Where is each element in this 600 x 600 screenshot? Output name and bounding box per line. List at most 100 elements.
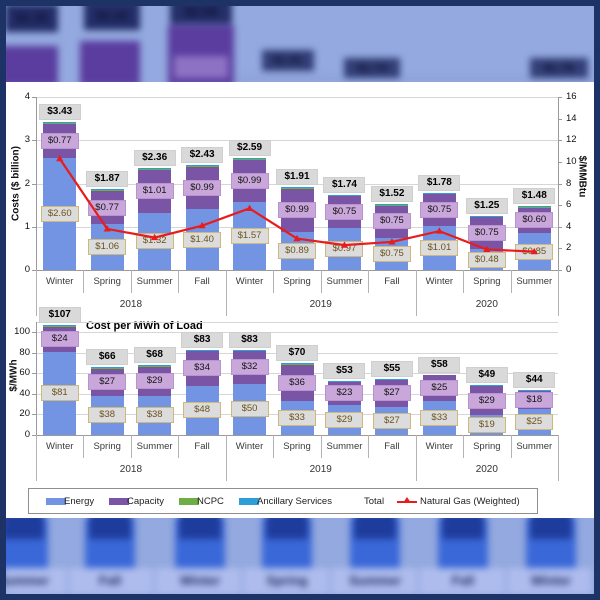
- backdrop-season-label: Winter: [179, 573, 221, 588]
- legend-label-capacity: Capacity: [127, 496, 164, 507]
- season-label: Winter: [235, 441, 264, 452]
- line-marker: [198, 221, 206, 229]
- backdrop-axis-row: [6, 568, 594, 594]
- line-marker: [340, 241, 349, 248]
- y-axis-tick: [32, 435, 36, 436]
- season-label: Summer: [326, 276, 363, 287]
- y-axis-tick: [32, 352, 36, 354]
- ncpc-bar-segment: [280, 188, 314, 189]
- year-label: 2018: [119, 299, 143, 310]
- energy-value-label: $38: [135, 407, 174, 424]
- capacity-value-label: $0.77: [88, 199, 127, 216]
- season-label: Summer: [516, 276, 553, 287]
- total-value-label: $1.25: [465, 197, 508, 214]
- backdrop-value-box: [530, 518, 572, 539]
- total-value-label: $44: [513, 371, 556, 388]
- season-label: Spring: [283, 441, 311, 452]
- y-axis-tick: [32, 270, 36, 271]
- ancillary-services-bar-segment: [90, 367, 124, 368]
- y-axis-tick: [32, 140, 36, 142]
- backdrop-total-label-text: $2.36: [15, 10, 48, 25]
- capacity-value-label: $23: [325, 385, 364, 402]
- ncpc-bar-segment: [517, 206, 551, 208]
- year-label: 2018: [119, 464, 143, 475]
- y-axis-tick-label: 1: [24, 220, 30, 232]
- y-axis-tick-label: 3: [24, 134, 30, 146]
- energy-value-label: $2.60: [40, 205, 79, 222]
- ncpc-bar-segment: [138, 168, 172, 170]
- legend-label-total: Total: [364, 496, 385, 507]
- gridline: [36, 140, 558, 142]
- secondary-axis-tick: [558, 205, 562, 207]
- year-divider: [415, 435, 417, 481]
- year-divider: [558, 270, 559, 316]
- season-divider: [510, 435, 512, 458]
- y-axis-tick: [32, 97, 36, 98]
- total-value-label: $2.43: [181, 146, 224, 163]
- backdrop-season-label: Winter: [530, 573, 572, 588]
- energy-value-label: $25: [515, 414, 554, 431]
- backdrop-value-box: [354, 518, 396, 539]
- line-marker: [293, 234, 301, 242]
- ancillary-services-bar-segment: [517, 205, 551, 207]
- total-value-label: $83: [228, 331, 271, 348]
- blurred-backdrop-bottom-content: Summer Fall Winter Spring Summer Fall Wi…: [6, 518, 594, 594]
- y-axis-tick-label: 60: [19, 367, 30, 379]
- backdrop-total-label: $2.43: [84, 6, 140, 30]
- secondary-axis-tick-label: 10: [566, 155, 577, 167]
- season-label: Winter: [45, 441, 74, 452]
- secondary-axis-tick-label: 8: [566, 177, 572, 189]
- ncpc-bar-segment: [470, 385, 504, 386]
- total-value-label: $68: [133, 347, 176, 364]
- secondary-axis-tick-label: 12: [566, 134, 577, 146]
- ncpc-bar-segment: [375, 379, 409, 380]
- capacity-value-label: $0.75: [467, 225, 506, 242]
- capacity-value-label: $0.99: [278, 202, 316, 219]
- blurred-backdrop-top-content: $2.36 $2.43 $2.59 $1.91 $1.74 $1.78: [6, 6, 594, 82]
- energy-value-label: $0.75: [372, 245, 411, 262]
- capacity-value-label: $32: [230, 359, 269, 376]
- capacity-value-label: $18: [515, 392, 554, 409]
- season-divider: [178, 270, 180, 293]
- ncpc-bar-segment: [90, 189, 124, 191]
- backdrop-total-label: $2.59: [170, 6, 232, 24]
- backdrop-value-box: [266, 518, 308, 539]
- secondary-axis-line: [558, 97, 559, 270]
- ancillary-services-bar-segment: [280, 363, 314, 364]
- y-axis-tick-label: 2: [24, 177, 30, 189]
- season-divider: [83, 435, 85, 458]
- total-value-label: $49: [465, 366, 508, 383]
- line-marker: [56, 154, 64, 162]
- season-label: Winter: [425, 441, 454, 452]
- secondary-axis-tick: [558, 270, 562, 271]
- backdrop-axis-divider: [329, 568, 331, 594]
- season-label: Spring: [473, 441, 501, 452]
- legend-swatch-capacity: [109, 498, 129, 505]
- secondary-axis-tick: [558, 118, 562, 120]
- legend-line-marker: [403, 497, 411, 503]
- energy-value-label: $0.89: [278, 242, 316, 259]
- backdrop-season-label: Summer: [348, 573, 402, 588]
- line-marker: [530, 247, 538, 255]
- backdrop-season-label: Fall: [98, 573, 122, 588]
- natural-gas-price-line: [56, 154, 538, 255]
- season-label: Winter: [45, 276, 74, 287]
- y-axis-tick: [32, 393, 36, 395]
- energy-value-label: $38: [88, 407, 127, 424]
- energy-value-label: $19: [467, 417, 506, 434]
- season-label: Spring: [93, 441, 121, 452]
- backdrop-gridline-smear: [236, 77, 594, 80]
- ncpc-bar-segment: [138, 365, 172, 367]
- secondary-axis-tick: [558, 140, 562, 142]
- season-label: Winter: [425, 276, 454, 287]
- secondary-axis-tick: [558, 161, 562, 163]
- backdrop-season-label: Fall: [451, 573, 475, 588]
- line-marker: [103, 225, 111, 232]
- total-value-label: $66: [86, 349, 129, 366]
- y-axis-tick-label: 0: [24, 429, 30, 440]
- ncpc-bar-segment: [517, 390, 551, 391]
- ncpc-bar-segment: [233, 350, 267, 351]
- capacity-value-label: $0.75: [420, 202, 459, 219]
- legend-swatch-energy: [46, 498, 66, 505]
